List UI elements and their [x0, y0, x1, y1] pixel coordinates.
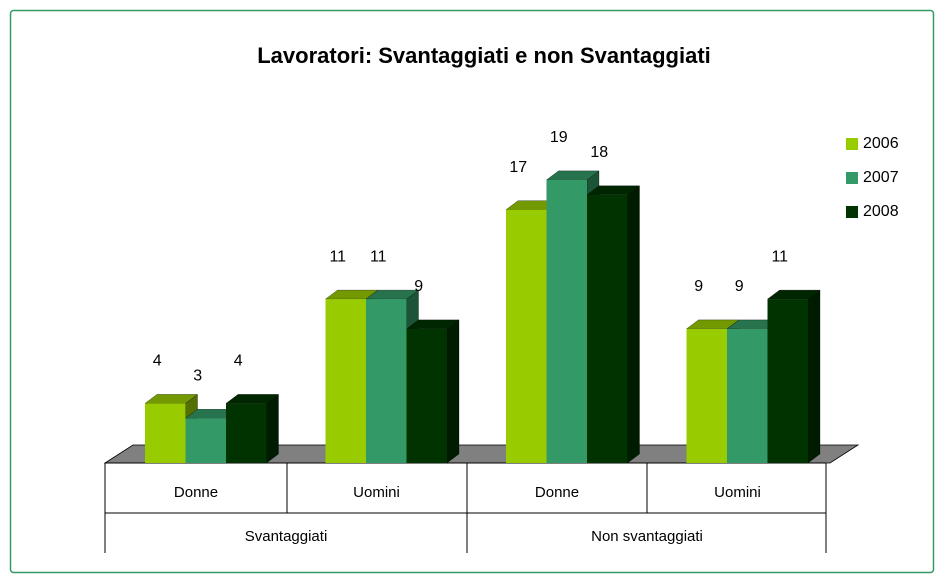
bar-side: [446, 319, 460, 464]
bar: [226, 403, 267, 463]
legend-label: 2007: [863, 169, 899, 186]
bar: [727, 328, 768, 463]
data-label: 9: [735, 278, 744, 295]
legend-swatch: [846, 172, 858, 184]
data-label: 3: [193, 368, 202, 385]
x-tick-label: Uomini: [353, 484, 400, 501]
x-tick-label: Donne: [174, 484, 218, 501]
bar: [546, 179, 587, 463]
legend-swatch: [846, 138, 858, 150]
data-label: 19: [550, 129, 568, 146]
data-label: 9: [414, 278, 423, 295]
bar: [406, 328, 447, 463]
legend-label: 2006: [863, 135, 899, 152]
legend-label: 2008: [863, 203, 899, 220]
data-label: 9: [694, 278, 703, 295]
data-label: 4: [153, 353, 162, 370]
bar: [145, 403, 186, 463]
bar-side: [627, 185, 640, 464]
bar: [587, 194, 628, 464]
data-label: 4: [234, 353, 243, 370]
data-label: 11: [771, 248, 788, 265]
bar-side: [266, 394, 279, 464]
chart-title: Lavoratori: Svantaggiati e non Svantaggi…: [257, 43, 711, 68]
bar: [325, 299, 366, 463]
bar: [767, 299, 808, 463]
data-label: 11: [370, 248, 387, 265]
bar: [506, 209, 547, 463]
group-label: Non svantaggiati: [591, 528, 703, 545]
bar-side: [807, 289, 821, 464]
group-label: Svantaggiati: [245, 528, 328, 545]
data-label: 18: [590, 144, 608, 161]
bar: [686, 328, 727, 463]
x-tick-label: Donne: [535, 484, 579, 501]
data-label: 17: [509, 159, 527, 176]
bar: [185, 418, 226, 463]
legend-swatch: [846, 206, 858, 218]
x-tick-label: Uomini: [714, 484, 761, 501]
data-label: 11: [329, 248, 346, 265]
bar: [366, 299, 407, 463]
